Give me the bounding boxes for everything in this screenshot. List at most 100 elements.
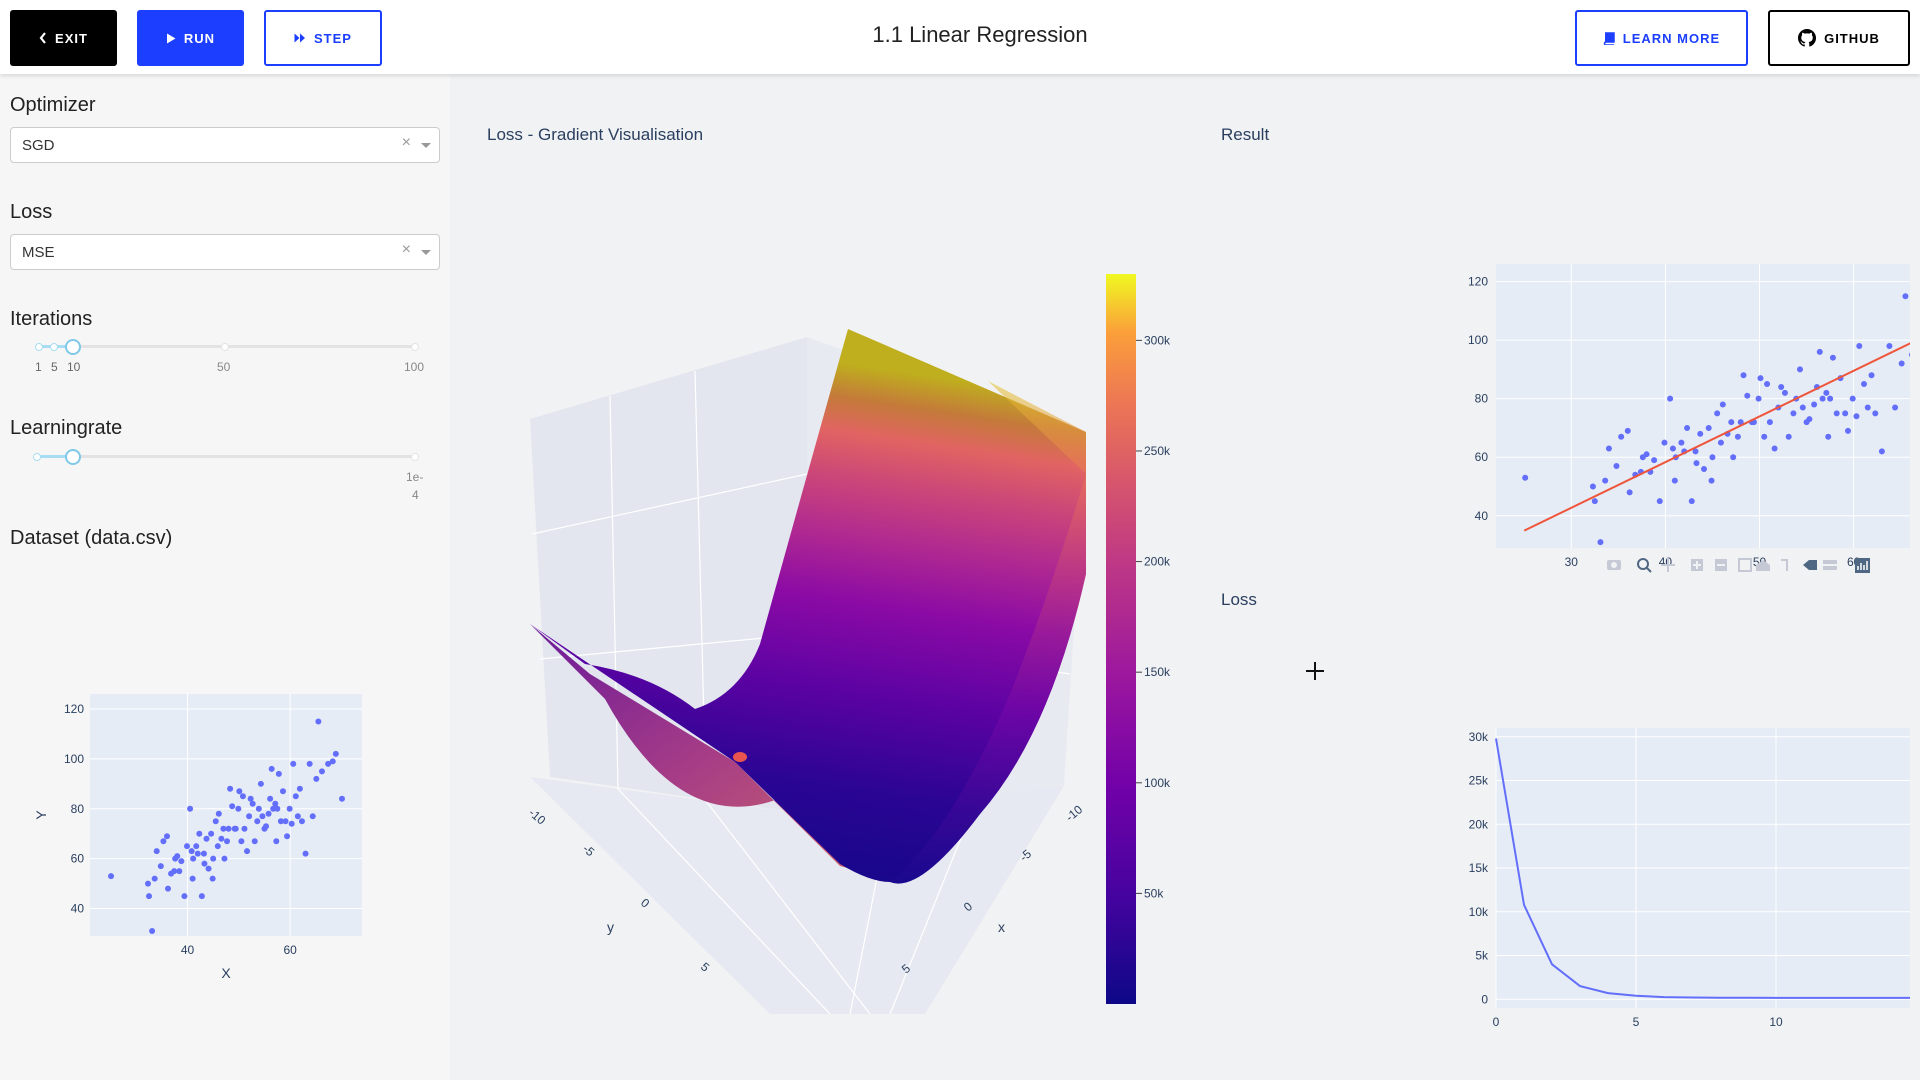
zoom-in-icon[interactable] (1691, 559, 1703, 571)
dataset-scatter-chart[interactable]: 40 60 40 60 80 100 120 X Y (0, 614, 450, 1004)
y-axis-label: Y (33, 810, 49, 820)
optimizer-position-marker (733, 752, 747, 762)
data-point (244, 848, 251, 855)
clear-icon[interactable]: × (401, 241, 411, 258)
slider-mark: 5 (51, 360, 58, 374)
data-point (171, 868, 178, 875)
autoscale-icon[interactable] (1738, 558, 1752, 572)
data-point (205, 865, 212, 872)
data-point (1829, 354, 1836, 361)
camera-icon[interactable] (1607, 560, 1621, 570)
data-point (270, 805, 277, 812)
data-point (275, 770, 282, 777)
y-tick-label: 30k (1469, 730, 1489, 744)
loss-select[interactable]: MSE × (10, 234, 440, 270)
clear-icon[interactable]: × (401, 134, 411, 151)
data-point (165, 885, 172, 892)
result-panel-title: Result (1221, 125, 1270, 144)
data-point (1766, 419, 1773, 426)
gradient-panel-title: Loss - Gradient Visualisation (487, 125, 704, 144)
data-point (249, 800, 256, 807)
github-button[interactable]: GITHUB (1768, 10, 1910, 66)
slider-dot (35, 343, 43, 351)
data-point (157, 863, 164, 870)
slider-mark: 1e- (406, 470, 424, 484)
data-point (313, 775, 320, 782)
exit-button[interactable]: EXIT (10, 10, 117, 66)
plotly-logo-icon[interactable] (1855, 558, 1870, 573)
data-point (187, 805, 194, 812)
data-point (1744, 392, 1751, 399)
data-point (1591, 498, 1598, 505)
slider-handle[interactable] (65, 339, 81, 355)
x-tick-label: 15 (1909, 1015, 1910, 1029)
data-point (1602, 477, 1609, 484)
chevron-down-icon[interactable] (421, 143, 431, 148)
step-button[interactable]: STEP (264, 10, 382, 66)
learningrate-slider[interactable]: 1e- 4 (0, 446, 450, 506)
data-point (332, 750, 339, 757)
data-point (1667, 395, 1674, 402)
data-point (235, 805, 242, 812)
data-point (1656, 498, 1663, 505)
data-point (1755, 395, 1762, 402)
data-point (108, 873, 115, 880)
run-button[interactable]: RUN (137, 10, 244, 66)
learn-more-button[interactable]: LEARN MORE (1575, 10, 1748, 66)
data-point (220, 825, 227, 832)
loss-panel-title: Loss (1221, 590, 1257, 609)
zoom-out-icon[interactable] (1715, 559, 1727, 571)
colorbar-ticks: 50k 100k 150k 200k 250k 300k (1136, 333, 1170, 900)
data-point (183, 843, 190, 850)
slider-rail (36, 455, 416, 458)
y-tick-label: 25k (1469, 774, 1489, 788)
data-point (153, 848, 160, 855)
zoom-icon[interactable] (1637, 558, 1652, 573)
crosshair-cursor-icon (1306, 662, 1324, 680)
data-point (302, 850, 309, 857)
surface-right-side (890, 381, 1086, 884)
y-tick-label: 10k (1469, 905, 1489, 919)
data-point (241, 825, 248, 832)
slider-mark: 1 (35, 360, 42, 374)
optimizer-value: SGD (22, 137, 55, 154)
data-point (277, 818, 284, 825)
slider-mark: 4 (412, 488, 419, 502)
slider-handle[interactable] (65, 449, 81, 465)
data-point (227, 785, 234, 792)
data-point (221, 855, 228, 862)
chevron-down-icon[interactable] (421, 250, 431, 255)
loss-line-chart[interactable]: 0510152005k10k15k20k25k30k (1170, 644, 1910, 1044)
data-point (1872, 410, 1879, 417)
x-tick: -10 (1063, 802, 1086, 824)
optimizer-select[interactable]: SGD × (10, 127, 440, 163)
data-point (1618, 433, 1625, 440)
y-tick-label: 120 (1468, 275, 1488, 289)
data-point (1799, 404, 1806, 411)
data-point (200, 850, 207, 857)
hover-compare-icon[interactable] (1823, 560, 1837, 570)
loss-surface-3d-chart[interactable]: -10 -5 0 5 y -10 -5 0 5 x 50k100k150k200… (450, 174, 1170, 1034)
home-icon[interactable] (1756, 560, 1770, 571)
optimizer-label: Optimizer (10, 94, 96, 116)
data-point (218, 835, 225, 842)
data-point (1728, 419, 1735, 426)
play-icon (166, 33, 176, 43)
pan-icon[interactable] (1661, 558, 1675, 572)
data-point (306, 760, 313, 767)
data-point (198, 893, 205, 900)
data-point (1684, 424, 1691, 431)
spike-lines-icon[interactable] (1781, 559, 1788, 571)
iterations-slider[interactable]: 1 5 10 50 100 (0, 336, 450, 386)
data-point (1624, 427, 1631, 434)
result-scatter-chart[interactable]: 3040506070406080100120Dataf(x)=1.56x+-4.… (1170, 174, 1910, 574)
data-point (214, 843, 221, 850)
data-point (318, 768, 325, 775)
data-point (1719, 401, 1726, 408)
hover-closest-icon[interactable] (1803, 560, 1817, 570)
data-point (1757, 375, 1764, 382)
data-point (257, 780, 264, 787)
y-tick-label: 80 (1475, 392, 1489, 406)
data-point (290, 760, 297, 767)
x-tick-label: 30 (1565, 555, 1579, 569)
